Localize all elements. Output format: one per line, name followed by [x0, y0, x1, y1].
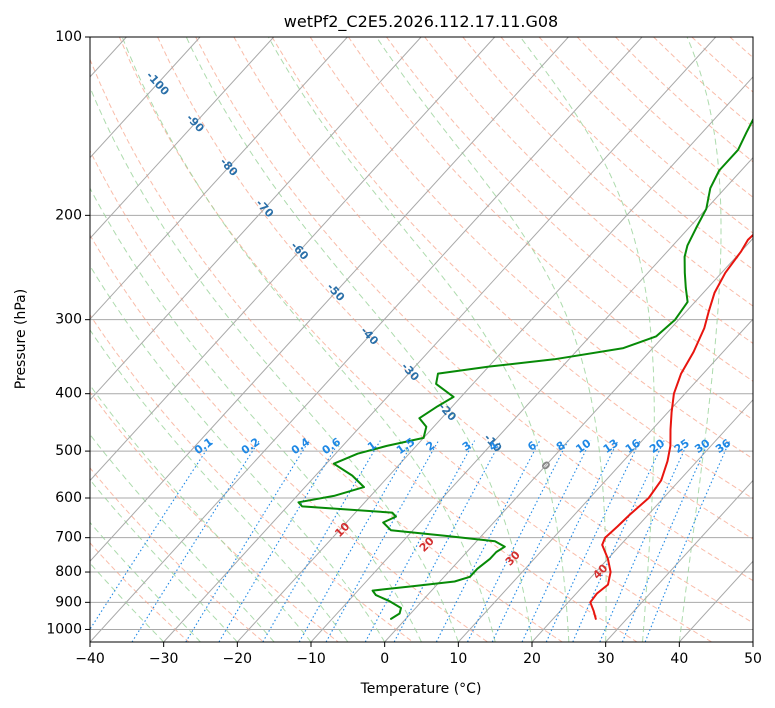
isotherm — [90, 37, 643, 642]
isotherm — [531, 399, 753, 642]
moist-adiabat — [90, 187, 422, 642]
dry-adiabat — [90, 58, 638, 642]
x-tick-label: 40 — [670, 651, 688, 667]
dry-adiabat — [195, 37, 753, 582]
x-tick-label: 50 — [744, 651, 762, 667]
temperature-profile — [589, 233, 753, 620]
y-tick-label: 1000 — [46, 621, 82, 637]
mixing-ratio-line — [90, 440, 214, 631]
dry-adiabat — [90, 467, 264, 642]
mixing-ratio-line — [185, 440, 310, 642]
moist-adiabat — [90, 86, 459, 642]
isotherm — [90, 37, 201, 159]
isotherm — [236, 76, 753, 642]
y-tick-label: 200 — [55, 207, 82, 223]
dry-adiabat — [309, 37, 753, 460]
mixing-ratio-line — [218, 440, 341, 642]
dewpoint-profile — [297, 117, 753, 620]
plot-area — [90, 37, 753, 642]
dry-adiabat — [157, 37, 753, 624]
moist-adiabat — [121, 37, 496, 642]
x-tick-label: 20 — [523, 651, 541, 667]
isotherm — [384, 237, 753, 642]
skewed-isotherms — [90, 37, 753, 642]
y-tick-label: 500 — [55, 443, 82, 459]
x-tick-label: 30 — [597, 651, 615, 667]
plot-frame — [89, 36, 754, 643]
y-axis: 100 200 300 400 500 600 700 800 900 1000 — [46, 29, 90, 637]
mixing-ratio-line — [298, 440, 415, 642]
x-tick-label: −10 — [296, 651, 326, 667]
y-tick-label: 400 — [55, 386, 82, 402]
isotherm — [90, 37, 422, 401]
x-tick-label: −30 — [149, 651, 179, 667]
dry-adiabat — [90, 149, 563, 642]
mixing-ratio-line — [131, 440, 260, 642]
x-axis-label: Temperature (°C) — [360, 681, 482, 697]
x-tick-label: 0 — [380, 651, 389, 667]
moist-adiabat — [267, 37, 570, 642]
moist-adiabat — [185, 37, 533, 642]
x-tick-label: −40 — [75, 651, 105, 667]
sounding-series — [297, 117, 753, 620]
x-tick-label: −20 — [223, 651, 253, 667]
isotherm — [163, 37, 717, 642]
mixing-ratio-line — [467, 440, 569, 642]
y-axis-label: Pressure (hPa) — [13, 289, 29, 389]
y-tick-label: 600 — [55, 490, 82, 506]
y-tick-label: 700 — [55, 530, 82, 546]
x-axis: −40 −30 −20 −10 0 10 20 30 40 50 — [75, 642, 762, 667]
mixing-ratio-line — [545, 440, 641, 642]
moist-adiabat — [90, 329, 349, 642]
mixing-ratio-line — [599, 440, 690, 642]
x-tick-label: 10 — [449, 651, 467, 667]
isotherm — [310, 156, 753, 642]
mixing-ratio-line — [491, 440, 592, 642]
moist-adiabats — [90, 37, 722, 642]
moist-adiabat — [519, 37, 655, 642]
isotherm — [605, 479, 753, 642]
mixing-ratio-line — [364, 440, 476, 642]
moist-adiabat — [90, 264, 386, 642]
dry-adiabat — [386, 37, 753, 382]
isotherm — [90, 37, 348, 320]
chart-title: wetPf2_C2E5.2026.112.17.11.G08 — [284, 12, 558, 32]
isotherm — [90, 37, 275, 240]
pressure-gridlines — [90, 37, 753, 630]
dry-adiabat — [347, 37, 753, 421]
moist-adiabat — [375, 37, 607, 642]
mixing-ratio-line — [325, 440, 440, 642]
isotherm — [90, 37, 569, 563]
dry-adiabat — [271, 37, 753, 500]
mixing-ratio-line — [262, 440, 381, 642]
mixing-ratio-line — [621, 440, 710, 642]
y-tick-label: 800 — [55, 564, 82, 580]
dry-adiabat — [462, 37, 753, 307]
isotherm — [457, 318, 753, 642]
dry-adiabat — [118, 37, 712, 642]
dry-adiabat — [424, 37, 753, 344]
y-tick-label: 900 — [55, 594, 82, 610]
y-tick-label: 100 — [55, 29, 82, 45]
isotherm — [90, 37, 496, 482]
y-tick-label: 300 — [55, 312, 82, 328]
